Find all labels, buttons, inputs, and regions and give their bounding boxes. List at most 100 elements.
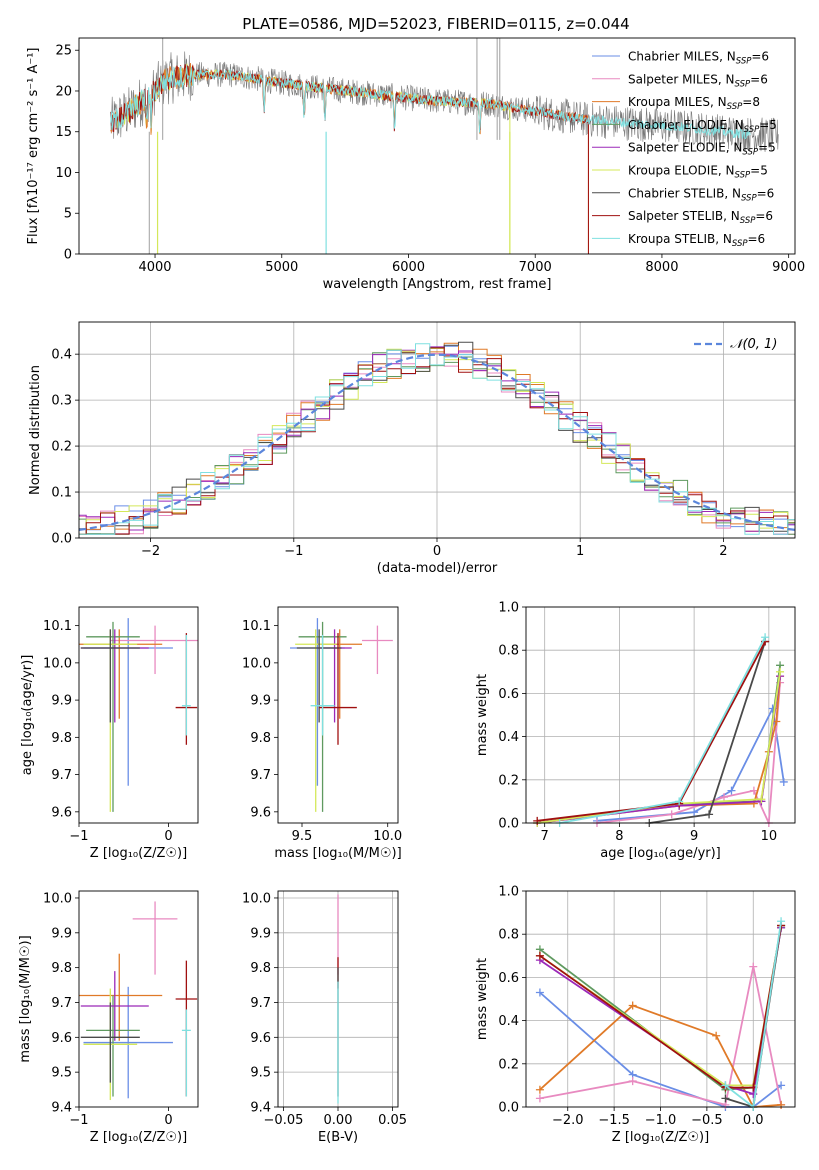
y-tick-label: 9.5 [250, 1066, 271, 1081]
y-tick-label: 9.8 [51, 731, 72, 746]
y-axis-label: mass weight [475, 958, 490, 1040]
x-axis-label: Z [log₁₀(Z/Z☉)] [90, 1130, 187, 1145]
weight-marker-pink [720, 793, 729, 802]
weight-marker-orange [712, 1031, 721, 1040]
legend-entry: Kroupa MILES, NSSP=8 [628, 95, 760, 112]
weight-marker-pink [535, 1094, 544, 1103]
weight-marker-orange [777, 1100, 786, 1109]
y-tick-label: 9.4 [250, 1101, 271, 1116]
x-tick-label: 8000 [645, 260, 678, 275]
x-tick-label: 6000 [392, 260, 425, 275]
spectrum-model-orange [110, 63, 589, 135]
y-tick-label: 10.1 [242, 619, 271, 634]
weight-marker-dark [705, 810, 714, 819]
y-axis-label: mass [log₁₀(M/M☉)] [18, 935, 33, 1062]
y-tick-label: 0.4 [51, 348, 72, 363]
x-tick-label: 0.05 [378, 1113, 407, 1128]
massweight-vs-Z-frame [525, 890, 796, 1108]
x-tick-label: −1 [284, 544, 303, 559]
y-tick-label: 0.1 [51, 486, 72, 501]
y-tick-label: 5 [64, 207, 72, 222]
legend-entry: Chabrier STELIB, NSSP=6 [628, 186, 774, 203]
x-tick-label: 10.0 [373, 829, 402, 844]
weight-marker-yellow [776, 667, 785, 676]
weight-marker-blue [727, 786, 736, 795]
spectrum-legend: Chabrier MILES, NSSP=6 Salpeter MILES, NS… [592, 50, 777, 249]
weight-line-red [539, 925, 782, 1089]
spectrum-frame [78, 37, 796, 255]
legend-entry: Salpeter STELIB, NSSP=6 [628, 209, 773, 226]
x-tick-label: −1 [69, 829, 88, 844]
legend-entry: Chabrier ELODIE, NSSP=5 [628, 118, 777, 135]
spectrum-plot [110, 38, 779, 254]
x-tick-label: 7 [541, 829, 549, 844]
y-tick-label: 9.7 [250, 768, 271, 783]
x-axis-label: E(B-V) [318, 1130, 358, 1145]
y-tick-label: 0.2 [498, 1057, 519, 1072]
massweight-vs-age-frame [525, 606, 796, 824]
x-tick-label: 1 [576, 544, 584, 559]
residuals-legend: 𝒩(0, 1) [694, 337, 777, 352]
y-tick-label: 0.0 [51, 532, 72, 547]
weight-marker-cyan [675, 797, 684, 806]
y-tick-label: 0.3 [51, 394, 72, 409]
x-tick-label: 0.0 [743, 1113, 764, 1128]
y-tick-label: 9.9 [250, 926, 271, 941]
age-vs-mass-frame [277, 606, 399, 824]
x-axis-label: (data-model)/error [377, 561, 498, 576]
y-tick-label: 0.8 [498, 644, 519, 659]
y-tick-label: 10.0 [43, 891, 72, 906]
y-axis-label: Flux [fλ10⁻¹⁷ erg cm⁻² s⁻¹ A⁻¹] [26, 48, 41, 245]
residuals-frame [78, 321, 796, 539]
y-tick-label: 0.4 [498, 1014, 519, 1029]
histogram-pink [79, 351, 795, 535]
x-tick-label: 8 [615, 829, 623, 844]
weight-marker-blue [535, 988, 544, 997]
x-tick-label: −1 [69, 1113, 88, 1128]
histogram-green [79, 352, 795, 535]
x-tick-label: 9000 [772, 260, 805, 275]
weight-marker-pink [628, 1077, 637, 1086]
y-tick-label: 10.1 [43, 619, 72, 634]
spectrum-axes: 4000 5000 6000 7000 8000 9000 0 5 10 15 20 25 wavele… [26, 44, 805, 292]
x-axis-label: Z [log₁₀(Z/Z☉)] [612, 1130, 709, 1145]
y-tick-label: 15 [55, 125, 72, 140]
y-tick-label: 20 [55, 84, 72, 99]
y-tick-label: 0.8 [498, 928, 519, 943]
weight-line-pink [596, 682, 781, 827]
y-tick-label: 9.6 [250, 1031, 271, 1046]
x-tick-label: −0.5 [691, 1113, 723, 1128]
weight-marker-blue [690, 808, 699, 817]
spectrum-model-cyan [110, 65, 751, 140]
x-tick-label: −1.5 [598, 1113, 630, 1128]
y-tick-label: 9.6 [51, 805, 72, 820]
weight-line-yellow [537, 671, 781, 824]
y-tick-label: 0 [64, 248, 72, 263]
weight-marker-yellow [757, 795, 766, 804]
weight-marker-red [533, 816, 542, 825]
y-tick-label: 0.0 [498, 1101, 519, 1116]
y-tick-label: 9.9 [51, 694, 72, 709]
y-tick-label: 0.2 [498, 773, 519, 788]
legend-entry: Kroupa STELIB, NSSP=6 [628, 232, 765, 249]
y-tick-label: 9.6 [250, 805, 271, 820]
y-tick-label: 9.8 [250, 961, 271, 976]
x-axis-label: mass [log₁₀(M/M☉)] [274, 846, 401, 861]
x-tick-label: 0 [164, 829, 172, 844]
legend-entry: Salpeter ELODIE, NSSP=5 [628, 141, 776, 158]
legend-entry-gaussian: 𝒩(0, 1) [730, 337, 777, 352]
legend-entry: Kroupa ELODIE, NSSP=5 [628, 164, 768, 181]
y-tick-label: 9.4 [51, 1101, 72, 1116]
y-tick-label: 10 [55, 166, 72, 181]
y-tick-label: 0.4 [498, 730, 519, 745]
weight-marker-cyan [721, 1081, 730, 1090]
weight-marker-orange [628, 1001, 637, 1010]
y-tick-label: 10.0 [43, 656, 72, 671]
mass-vs-Z-points [79, 901, 198, 1101]
weight-marker-pink [667, 810, 676, 819]
y-tick-label: 9.5 [51, 1066, 72, 1081]
age-vs-Z-axes: −1 0 9.6 9.7 9.8 9.9 10.0 10.1 Z [log₁₀(Z/Z☉)] ag… [20, 619, 187, 861]
y-tick-label: 9.9 [250, 694, 271, 709]
y-tick-label: 0.2 [51, 440, 72, 455]
figure-title: PLATE=0586, MJD=52023, FIBERID=0115, z=0… [242, 15, 629, 33]
